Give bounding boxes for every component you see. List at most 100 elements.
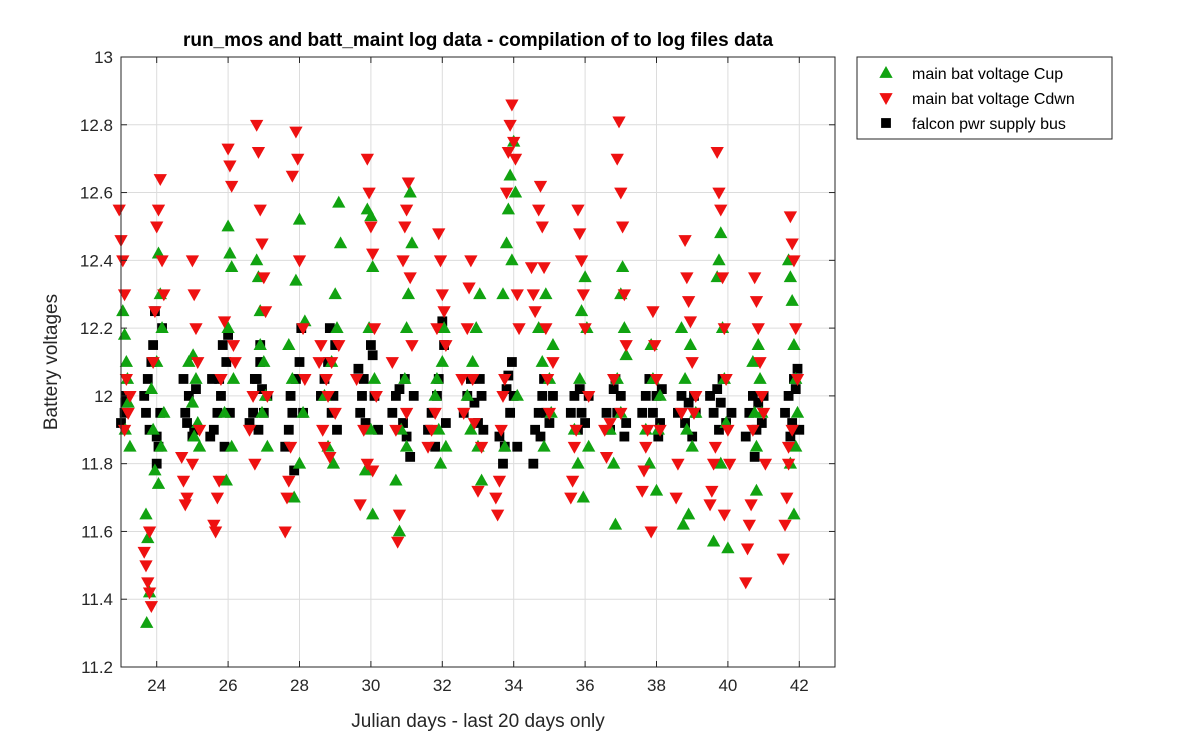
data-point-square	[512, 441, 523, 452]
data-point-triangle-down	[421, 441, 435, 454]
data-point-triangle-down	[399, 407, 414, 420]
data-point-triangle-up	[607, 456, 621, 469]
x-tick-label: 38	[647, 676, 666, 695]
x-tick-label: 30	[361, 676, 380, 695]
data-point-triangle-down	[298, 374, 312, 386]
data-point-triangle-down	[137, 546, 151, 559]
data-point-triangle-down	[712, 187, 726, 200]
data-point-square	[355, 407, 366, 418]
data-point-triangle-up	[751, 338, 765, 350]
data-point-square	[476, 390, 487, 401]
data-point-triangle-up	[510, 388, 524, 401]
y-axis-label: Battery voltages	[41, 294, 62, 430]
data-point-triangle-up	[185, 395, 200, 408]
data-point-triangle-down	[614, 407, 628, 420]
x-tick-label: 26	[219, 676, 238, 695]
data-point-triangle-up	[192, 439, 207, 452]
data-point-square	[615, 390, 626, 401]
data-point-triangle-up	[746, 355, 760, 367]
data-point-triangle-up	[753, 371, 767, 384]
data-point-triangle-up	[508, 185, 523, 198]
data-point-triangle-down	[744, 499, 758, 512]
data-point-triangle-down	[257, 272, 271, 285]
data-point-triangle-up	[257, 355, 271, 367]
data-point-square	[498, 458, 508, 469]
data-point-square	[537, 390, 548, 401]
data-point-triangle-up	[505, 253, 519, 266]
data-point-triangle-down	[571, 204, 585, 217]
legend-label-0: main bat voltage Cup	[912, 66, 1063, 83]
data-point-triangle-up	[333, 236, 348, 249]
data-point-triangle-up	[678, 371, 692, 384]
data-point-triangle-up	[119, 355, 134, 367]
data-point-triangle-down	[719, 374, 733, 386]
data-point-square	[621, 418, 632, 428]
data-point-square	[576, 407, 587, 418]
data-point-triangle-up	[255, 405, 269, 418]
data-point-triangle-down	[614, 187, 628, 200]
data-point-triangle-down	[314, 340, 328, 353]
data-point-triangle-down	[223, 160, 237, 173]
data-point-triangle-up	[499, 236, 514, 249]
x-tick-label: 34	[504, 676, 523, 695]
y-tick-label: 12.4	[80, 251, 113, 270]
y-tick-label: 12.8	[80, 116, 113, 135]
data-point-triangle-down	[367, 323, 382, 336]
data-point-triangle-up	[582, 439, 596, 452]
data-point-triangle-up	[535, 355, 549, 367]
data-point-triangle-up	[140, 615, 154, 628]
data-point-triangle-down	[250, 119, 264, 132]
data-point-triangle-down	[248, 458, 262, 471]
series-1	[112, 99, 805, 613]
data-point-triangle-up	[464, 422, 478, 435]
data-point-triangle-down	[146, 357, 160, 369]
data-point-triangle-up	[785, 294, 799, 306]
data-point-square	[792, 363, 803, 374]
data-point-triangle-up	[571, 456, 585, 469]
data-point-triangle-down	[139, 560, 153, 573]
data-point-triangle-down	[610, 153, 624, 166]
data-point-triangle-down	[289, 126, 303, 139]
data-point-triangle-down	[242, 424, 257, 437]
data-point-triangle-down	[319, 374, 333, 386]
data-point-triangle-down	[756, 407, 771, 420]
data-point-triangle-down	[285, 170, 300, 183]
data-point-triangle-down	[739, 577, 753, 590]
data-point-square	[601, 407, 612, 418]
data-point-square	[294, 357, 305, 367]
data-point-triangle-down	[717, 509, 731, 522]
x-tick-label: 28	[290, 676, 309, 695]
data-point-triangle-up	[674, 321, 689, 334]
data-point-triangle-down	[221, 143, 235, 156]
data-point-triangle-down	[474, 441, 489, 454]
data-point-triangle-down	[685, 357, 699, 369]
data-point-triangle-down	[578, 323, 592, 336]
x-tick-label: 36	[576, 676, 595, 695]
data-point-triangle-up	[187, 429, 201, 442]
data-point-triangle-down	[540, 374, 555, 386]
x-tick-label: 42	[790, 676, 809, 695]
data-point-triangle-down	[749, 296, 764, 308]
data-point-triangle-up	[182, 355, 196, 367]
data-point-triangle-down	[328, 407, 342, 420]
data-point-square	[712, 384, 723, 395]
data-point-triangle-down	[599, 451, 614, 464]
data-point-square	[708, 407, 719, 418]
data-point-triangle-up	[498, 439, 512, 452]
data-point-triangle-down	[753, 357, 767, 369]
data-point-triangle-down	[781, 441, 796, 454]
data-point-triangle-down	[349, 374, 364, 386]
data-point-triangle-down	[617, 289, 632, 302]
data-point-triangle-down	[155, 255, 169, 268]
data-point-triangle-up	[225, 260, 239, 273]
data-point-triangle-up	[154, 439, 168, 452]
data-point-triangle-down	[524, 262, 539, 275]
data-point-triangle-down	[510, 289, 524, 302]
data-point-triangle-up	[685, 439, 699, 452]
data-point-triangle-down	[501, 146, 515, 159]
data-point-triangle-up	[217, 405, 232, 418]
data-point-triangle-down	[723, 458, 737, 471]
data-point-triangle-up	[574, 304, 589, 317]
data-point-square	[405, 451, 416, 462]
data-point-triangle-down	[385, 357, 399, 369]
